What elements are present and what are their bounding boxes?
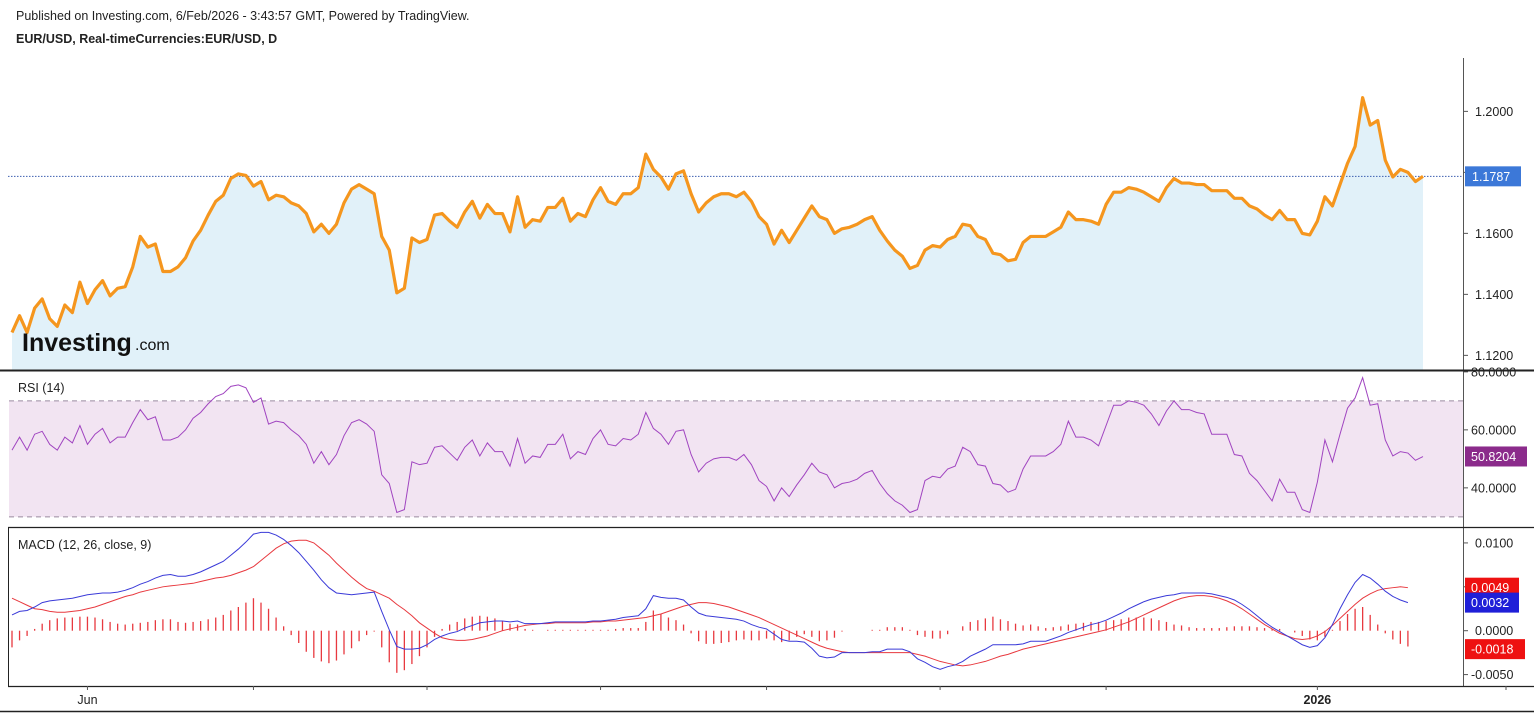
rsi-band (9, 400, 1463, 517)
symbol-title: EUR/USD, Real-timeCurrencies:EUR/USD, D (16, 32, 278, 46)
macd-value-tag-bg (1465, 592, 1519, 613)
rsi-pane: RSI (14) 80.0000 60.0000 40.0000 50.8204 (9, 365, 1527, 518)
macd-title: MACD (12, 26, close, 9) (18, 538, 151, 552)
last-price-label: 1.1787 (1472, 170, 1510, 184)
price-area-fill (12, 97, 1423, 371)
rsi-value-tag-bg (1465, 446, 1527, 467)
rsi-title: RSI (14) (18, 381, 65, 395)
macd-pane: MACD (12, 26, close, 9) 0.01000.00500.00… (11, 531, 1525, 682)
macd-axis-tick-label: 0.0100 (1475, 536, 1513, 550)
macd-axis-tick-label: -0.0050 (1471, 668, 1513, 682)
time-axis-label: Jun (77, 693, 97, 707)
rsi-line (11, 376, 1424, 514)
price-line (10, 96, 1424, 335)
macd-signal-line (11, 539, 1408, 667)
macd-histogram (11, 598, 1409, 673)
signal-value-label: 0.0049 (1471, 581, 1509, 595)
macd-line (11, 531, 1409, 670)
rsi-axis: 80.0000 60.0000 40.0000 (1463, 365, 1516, 495)
rsi-value-label: 50.8204 (1471, 450, 1516, 464)
macd-axis-tick-label: 0.0000 (1475, 624, 1513, 638)
hist-value-label: -0.0018 (1471, 643, 1513, 657)
price-axis-tick-label: 1.1400 (1475, 288, 1513, 302)
rsi-value-tag: 50.8204 (1465, 446, 1527, 467)
logo-wordmark: Investing (22, 329, 132, 357)
macd-value-label: 0.0032 (1471, 596, 1509, 610)
price-axis-tick-label: 1.1600 (1475, 227, 1513, 241)
hist-value-tag: -0.0018 (1465, 639, 1525, 660)
rsi-axis-tick-label: 60.0000 (1471, 423, 1516, 437)
last-price-tag: 1.1787 (1465, 166, 1521, 187)
logo-suffix: .com (135, 337, 170, 354)
time-axis-label: 2026 (1303, 693, 1331, 707)
published-caption: Published on Investing.com, 6/Feb/2026 -… (16, 9, 470, 23)
price-axis-tick-label: 1.1200 (1475, 349, 1513, 363)
price-axis-tick-label: 1.2000 (1475, 105, 1513, 119)
rsi-axis-tick-label: 80.0000 (1471, 365, 1516, 379)
last-price-tag-bg (1465, 166, 1521, 187)
investing-logo: Investing .com (22, 329, 170, 357)
rsi-axis-tick-label: 40.0000 (1471, 481, 1516, 495)
macd-value-tag: 0.0032 (1465, 592, 1519, 613)
hist-value-tag-bg (1465, 639, 1525, 660)
time-axis: Jun 2026 (77, 686, 1507, 707)
